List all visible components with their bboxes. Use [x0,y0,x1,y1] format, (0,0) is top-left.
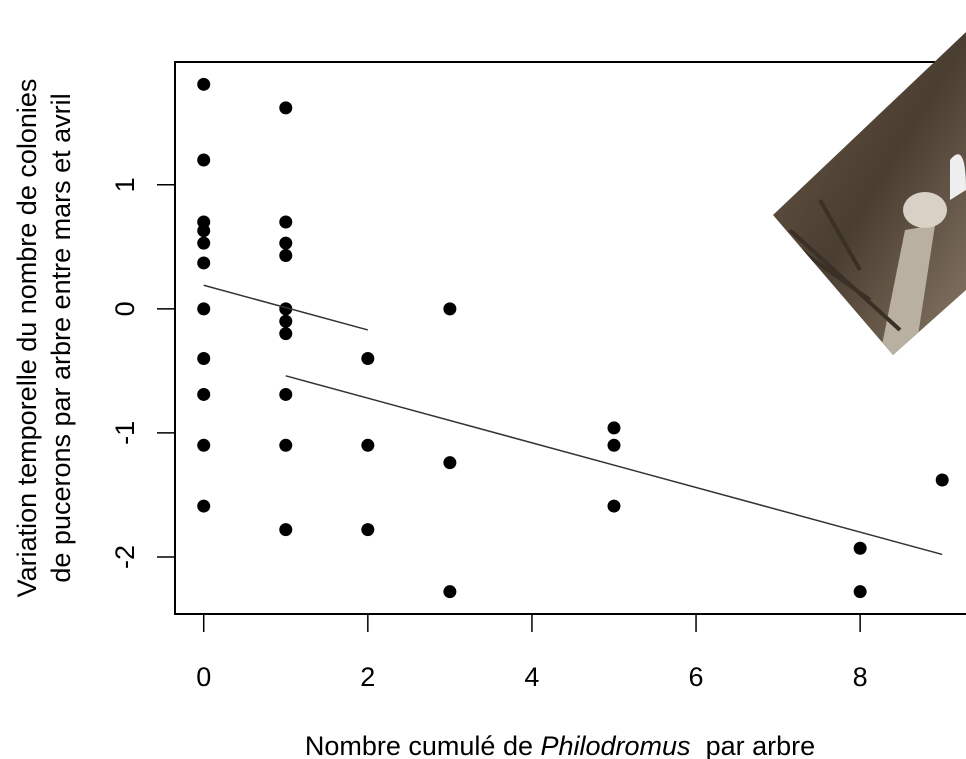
point [279,438,293,452]
point [197,224,211,238]
y-tick-label: 0 [110,301,140,316]
x-tick-label: 8 [853,662,868,692]
axes-box [174,61,966,615]
photo-inset [773,32,966,355]
y-axis-label: Variation temporelle du nombre de coloni… [12,79,42,598]
x-tick-label: 2 [360,662,375,692]
point [607,499,621,513]
x-label-part: Philodromus [540,731,690,759]
y-axis-label: de pucerons par arbre entre mars et avri… [46,93,76,582]
x-tick-label: 4 [524,662,539,692]
point [197,77,211,91]
point [361,523,375,537]
point [935,473,949,487]
x-label-part: par arbre [691,731,816,759]
point [197,153,211,167]
point [279,236,293,250]
point [607,438,621,452]
point [279,314,293,328]
point [361,438,375,452]
point [197,499,211,513]
point [279,523,293,537]
y-tick-label: -2 [110,545,140,569]
point [279,215,293,229]
point [361,351,375,365]
x-label-part: Nombre cumulé de [305,731,541,759]
x-tick-label: 6 [689,662,704,692]
point [853,585,867,599]
point [443,456,457,470]
point [197,236,211,250]
fit-line [203,284,369,331]
point [607,421,621,435]
point [197,351,211,365]
x-axis-label: Nombre cumulé de Philodromus par arbre [305,731,815,759]
point [279,387,293,401]
y-tick-label: 1 [110,177,140,192]
point [443,585,457,599]
point [197,256,211,270]
point [443,302,457,316]
point [279,302,293,316]
x-tick-label: 0 [196,662,211,692]
point [279,327,293,341]
point [279,101,293,115]
point [279,249,293,263]
fit-line [285,375,943,556]
point [197,302,211,316]
point [197,438,211,452]
point [853,541,867,555]
point [197,387,211,401]
plot-area: 0 2 4 6 8 -2 -1 0 1 [110,61,966,692]
y-tick-label: -1 [110,421,140,445]
